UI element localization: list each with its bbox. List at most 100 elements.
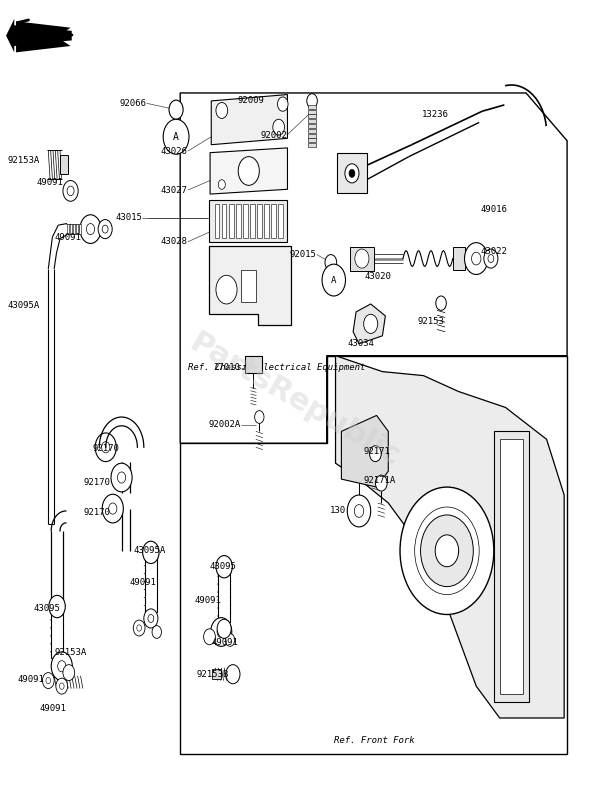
Bar <box>278 205 283 238</box>
Text: PartsRepublic: PartsRepublic <box>184 328 405 471</box>
Text: 43095A: 43095A <box>133 547 166 555</box>
Text: 43026: 43026 <box>161 146 188 156</box>
Bar <box>51 606 63 658</box>
Circle shape <box>111 463 132 492</box>
Circle shape <box>216 102 228 118</box>
Text: Ref. Chassis Electrical Equipment: Ref. Chassis Electrical Equipment <box>188 364 365 372</box>
Text: 92066: 92066 <box>120 99 147 108</box>
Circle shape <box>277 97 288 111</box>
Text: 49091: 49091 <box>37 177 64 187</box>
Text: 49091: 49091 <box>18 675 45 684</box>
Circle shape <box>49 595 65 618</box>
Text: 43095A: 43095A <box>7 301 39 310</box>
Circle shape <box>421 515 474 586</box>
Circle shape <box>117 472 125 483</box>
Bar <box>244 356 262 373</box>
Bar <box>241 270 256 301</box>
Circle shape <box>254 411 264 423</box>
Circle shape <box>226 665 240 684</box>
Circle shape <box>322 264 346 296</box>
Bar <box>308 124 316 128</box>
Text: 43022: 43022 <box>481 247 508 256</box>
Circle shape <box>435 535 459 566</box>
Circle shape <box>217 619 231 638</box>
Circle shape <box>217 626 226 638</box>
Circle shape <box>363 314 378 333</box>
Bar <box>271 205 276 238</box>
Circle shape <box>80 215 101 244</box>
Bar <box>222 205 227 238</box>
Text: 49091: 49091 <box>54 233 81 242</box>
Text: 92171: 92171 <box>363 447 390 455</box>
Text: 92153A: 92153A <box>54 648 87 658</box>
Circle shape <box>472 252 481 265</box>
Circle shape <box>169 100 183 119</box>
Text: 92009: 92009 <box>237 97 264 105</box>
Circle shape <box>273 119 284 135</box>
Bar <box>308 129 316 133</box>
Circle shape <box>216 555 232 578</box>
Circle shape <box>325 255 337 271</box>
Circle shape <box>369 446 381 462</box>
Circle shape <box>152 626 161 638</box>
Circle shape <box>465 243 488 275</box>
Polygon shape <box>209 246 291 325</box>
Text: 43034: 43034 <box>348 340 374 348</box>
Bar <box>67 225 70 234</box>
Bar <box>76 225 78 234</box>
Bar <box>250 205 254 238</box>
Circle shape <box>219 180 226 189</box>
Bar <box>494 431 529 702</box>
Bar <box>70 225 72 234</box>
Circle shape <box>102 442 110 453</box>
Bar <box>308 105 316 109</box>
Circle shape <box>211 618 232 646</box>
Polygon shape <box>342 415 388 487</box>
Text: A: A <box>173 132 179 141</box>
Polygon shape <box>337 153 366 193</box>
Bar <box>213 670 221 679</box>
Circle shape <box>87 224 95 235</box>
Bar <box>209 201 287 242</box>
Polygon shape <box>336 356 564 718</box>
Text: 49091: 49091 <box>129 578 156 587</box>
Circle shape <box>95 433 116 462</box>
Text: 130: 130 <box>330 507 346 515</box>
Circle shape <box>67 186 74 196</box>
Polygon shape <box>353 304 385 344</box>
Bar <box>236 205 240 238</box>
Text: 92171A: 92171A <box>363 476 395 485</box>
Text: 92153A: 92153A <box>7 156 39 165</box>
Bar <box>453 248 465 270</box>
Circle shape <box>163 119 189 154</box>
Bar <box>219 566 230 622</box>
Circle shape <box>488 255 494 263</box>
Circle shape <box>56 678 68 694</box>
Bar <box>499 439 523 694</box>
Circle shape <box>102 225 108 233</box>
Circle shape <box>226 634 234 646</box>
Circle shape <box>108 503 117 514</box>
Circle shape <box>98 220 112 239</box>
Circle shape <box>137 625 141 631</box>
Bar <box>145 552 157 612</box>
Bar <box>350 247 373 271</box>
Polygon shape <box>16 22 71 53</box>
Bar <box>215 205 220 238</box>
Bar <box>308 119 316 123</box>
Circle shape <box>375 475 387 491</box>
Text: 92002A: 92002A <box>209 420 240 430</box>
Text: 92170: 92170 <box>92 444 119 453</box>
Bar <box>73 225 75 234</box>
Circle shape <box>484 249 498 268</box>
Bar <box>308 138 316 142</box>
Text: 43095: 43095 <box>210 562 236 571</box>
Circle shape <box>144 609 158 628</box>
Text: 27010: 27010 <box>214 364 240 372</box>
Text: 92015: 92015 <box>290 250 317 259</box>
Polygon shape <box>6 19 72 53</box>
Text: 92170: 92170 <box>84 508 110 517</box>
Circle shape <box>102 495 123 523</box>
Text: 43015: 43015 <box>115 213 142 222</box>
Circle shape <box>355 505 363 517</box>
